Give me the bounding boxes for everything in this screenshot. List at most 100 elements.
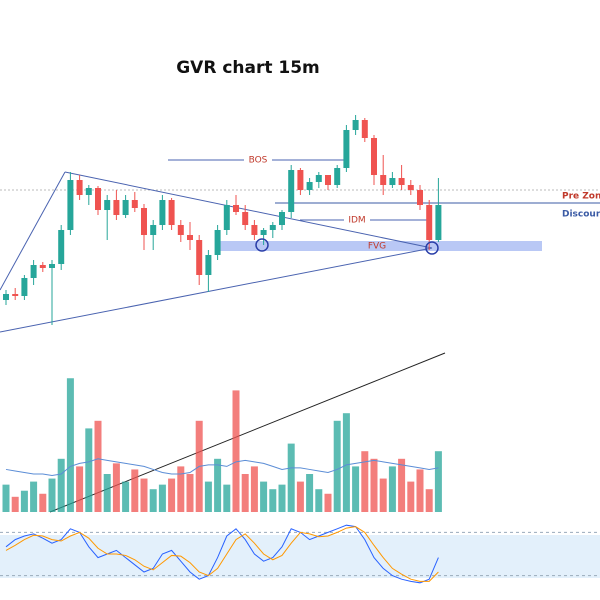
volume-bar bbox=[214, 458, 222, 512]
candle-body bbox=[131, 200, 138, 208]
fvg-label: FVG bbox=[368, 242, 386, 252]
chart-title: GVR chart 15m bbox=[176, 58, 320, 78]
volume-bar bbox=[352, 466, 360, 512]
volume-bar bbox=[241, 474, 249, 512]
volume-bar bbox=[370, 458, 378, 512]
volume-bar bbox=[48, 478, 56, 512]
candle-body bbox=[49, 264, 55, 268]
volume-bar bbox=[324, 493, 332, 512]
candle-body bbox=[398, 178, 405, 185]
volume-bar bbox=[269, 489, 277, 512]
pre-zone-label: Pre Zone bbox=[562, 192, 600, 202]
volume-bar bbox=[158, 484, 166, 512]
volume-bar bbox=[2, 484, 10, 512]
marks bbox=[0, 115, 600, 584]
stoch-k-line bbox=[5, 524, 439, 584]
volume-bar bbox=[306, 474, 314, 512]
candle-body bbox=[122, 200, 129, 215]
candle-body bbox=[3, 294, 9, 300]
candle-body bbox=[306, 182, 313, 190]
candle-body bbox=[260, 230, 267, 235]
candle-body bbox=[371, 138, 377, 175]
candle-body bbox=[223, 205, 230, 230]
candle-body bbox=[334, 168, 341, 185]
volume-bar bbox=[398, 458, 406, 512]
volume-bar bbox=[149, 489, 157, 512]
candle-body bbox=[187, 235, 193, 240]
volume-bar bbox=[425, 489, 433, 512]
volume-bar bbox=[103, 474, 111, 512]
candle-body bbox=[389, 178, 396, 185]
trend-line bbox=[0, 171, 66, 291]
candle-body bbox=[177, 225, 184, 235]
candle-body bbox=[58, 230, 65, 264]
candle-body bbox=[407, 185, 414, 190]
candle-body bbox=[104, 200, 111, 210]
fvg-zone bbox=[215, 241, 542, 251]
volume-bar bbox=[223, 484, 231, 512]
volume-bar bbox=[168, 478, 176, 512]
volume-bar bbox=[287, 443, 295, 512]
candle-body bbox=[39, 265, 46, 268]
volume-bar bbox=[379, 478, 387, 512]
volume-bar bbox=[66, 378, 74, 512]
volume-bar bbox=[11, 496, 19, 512]
candle-body bbox=[242, 212, 249, 225]
marker-circle bbox=[425, 241, 439, 255]
marker-circle bbox=[255, 238, 269, 252]
candle-body bbox=[361, 120, 368, 138]
volume-bar bbox=[57, 458, 65, 512]
candle-body bbox=[95, 188, 101, 210]
candle-body bbox=[30, 265, 37, 278]
volume-bar bbox=[76, 466, 84, 512]
volume-bar bbox=[177, 466, 185, 512]
volume-bar bbox=[232, 390, 240, 512]
candle-body bbox=[67, 180, 74, 230]
candle-body bbox=[288, 170, 295, 212]
candle-body bbox=[435, 205, 442, 240]
trend-line bbox=[0, 247, 433, 333]
candle-body bbox=[315, 175, 322, 182]
candle-body bbox=[168, 200, 175, 225]
volume-bar bbox=[388, 466, 396, 512]
stoch-band bbox=[0, 535, 600, 578]
trend-line bbox=[64, 171, 433, 249]
candle-body bbox=[325, 175, 331, 185]
candle-body bbox=[141, 208, 147, 235]
candle-body bbox=[269, 225, 276, 230]
volume-bar bbox=[20, 490, 28, 512]
volume-bar bbox=[407, 481, 415, 512]
volume-bar bbox=[315, 489, 323, 512]
candle-body bbox=[297, 170, 304, 190]
volume-bar bbox=[186, 474, 194, 512]
volume-bar bbox=[434, 451, 442, 512]
idm-label: IDM bbox=[348, 216, 365, 226]
volume-bar bbox=[131, 469, 139, 512]
label-bg bbox=[344, 214, 370, 226]
bos-label: BOS bbox=[249, 156, 268, 166]
candle-body bbox=[214, 230, 221, 255]
candle-body bbox=[380, 175, 387, 185]
candle-body bbox=[113, 200, 120, 215]
volume-bar bbox=[39, 493, 47, 512]
volume-bar bbox=[85, 428, 93, 512]
candle-body bbox=[205, 255, 212, 275]
volume-bar bbox=[342, 413, 350, 512]
candle-body bbox=[352, 120, 359, 130]
volume-bar bbox=[30, 481, 38, 512]
volume-bar bbox=[122, 481, 130, 512]
discount-label: Discount bbox=[562, 210, 600, 220]
volume-bar bbox=[250, 466, 258, 512]
candle-body bbox=[159, 200, 166, 225]
volume-bar bbox=[296, 481, 304, 512]
volume-bar bbox=[112, 463, 120, 512]
volume-bar bbox=[140, 478, 148, 512]
volume-bar bbox=[204, 481, 212, 512]
candle-body bbox=[85, 188, 92, 195]
volume-bar bbox=[416, 469, 424, 512]
candle-body bbox=[233, 205, 239, 212]
volume-ma-line bbox=[5, 458, 439, 477]
candle-body bbox=[426, 205, 433, 240]
candle-body bbox=[21, 278, 28, 296]
